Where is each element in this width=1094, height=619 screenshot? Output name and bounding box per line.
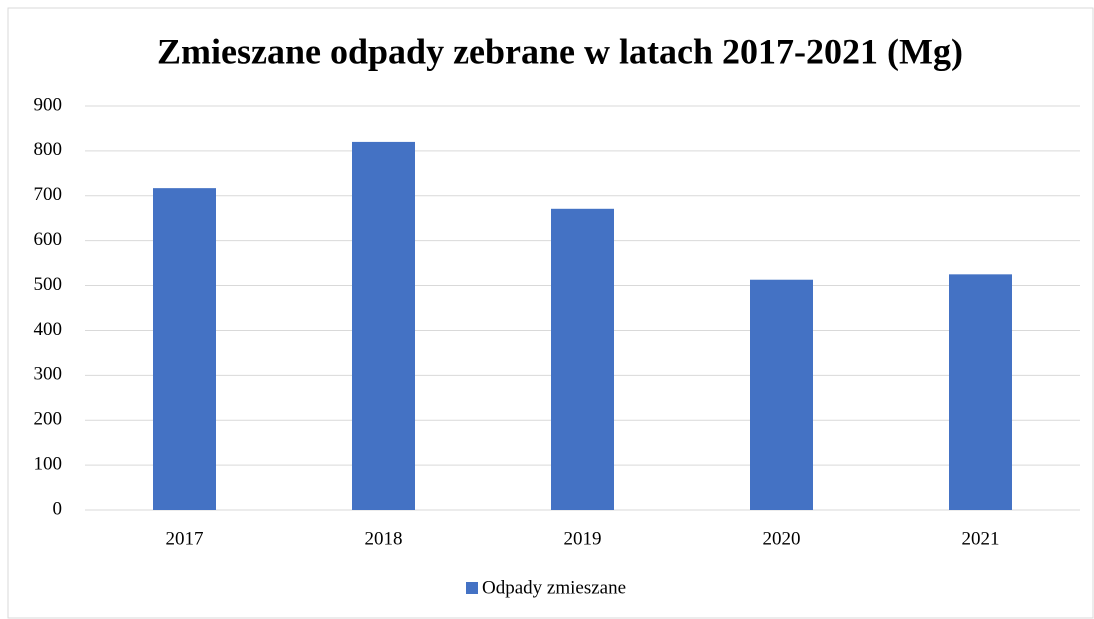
legend-label: Odpady zmieszane [482, 577, 626, 598]
y-tick-label: 200 [34, 409, 63, 430]
bar [551, 208, 614, 510]
bar [750, 279, 813, 510]
y-tick-label: 100 [34, 453, 63, 474]
legend-swatch [466, 582, 478, 594]
y-tick-label: 900 [34, 94, 63, 115]
x-tick-label: 2020 [763, 528, 801, 549]
x-tick-label: 2017 [166, 528, 204, 549]
x-tick-label: 2018 [365, 528, 403, 549]
y-tick-label: 500 [34, 274, 63, 295]
y-tick-label: 0 [53, 498, 63, 519]
bar [352, 141, 415, 510]
x-tick-label: 2021 [962, 528, 1000, 549]
bar [949, 274, 1012, 510]
y-tick-label: 600 [34, 229, 63, 250]
y-tick-label: 400 [34, 319, 63, 340]
y-tick-label: 800 [34, 139, 63, 160]
chart-title: Zmieszane odpady zebrane w latach 2017-2… [157, 31, 963, 71]
y-tick-label: 700 [34, 184, 63, 205]
y-tick-label: 300 [34, 364, 63, 385]
x-tick-label: 2019 [564, 528, 602, 549]
bar [153, 188, 216, 510]
